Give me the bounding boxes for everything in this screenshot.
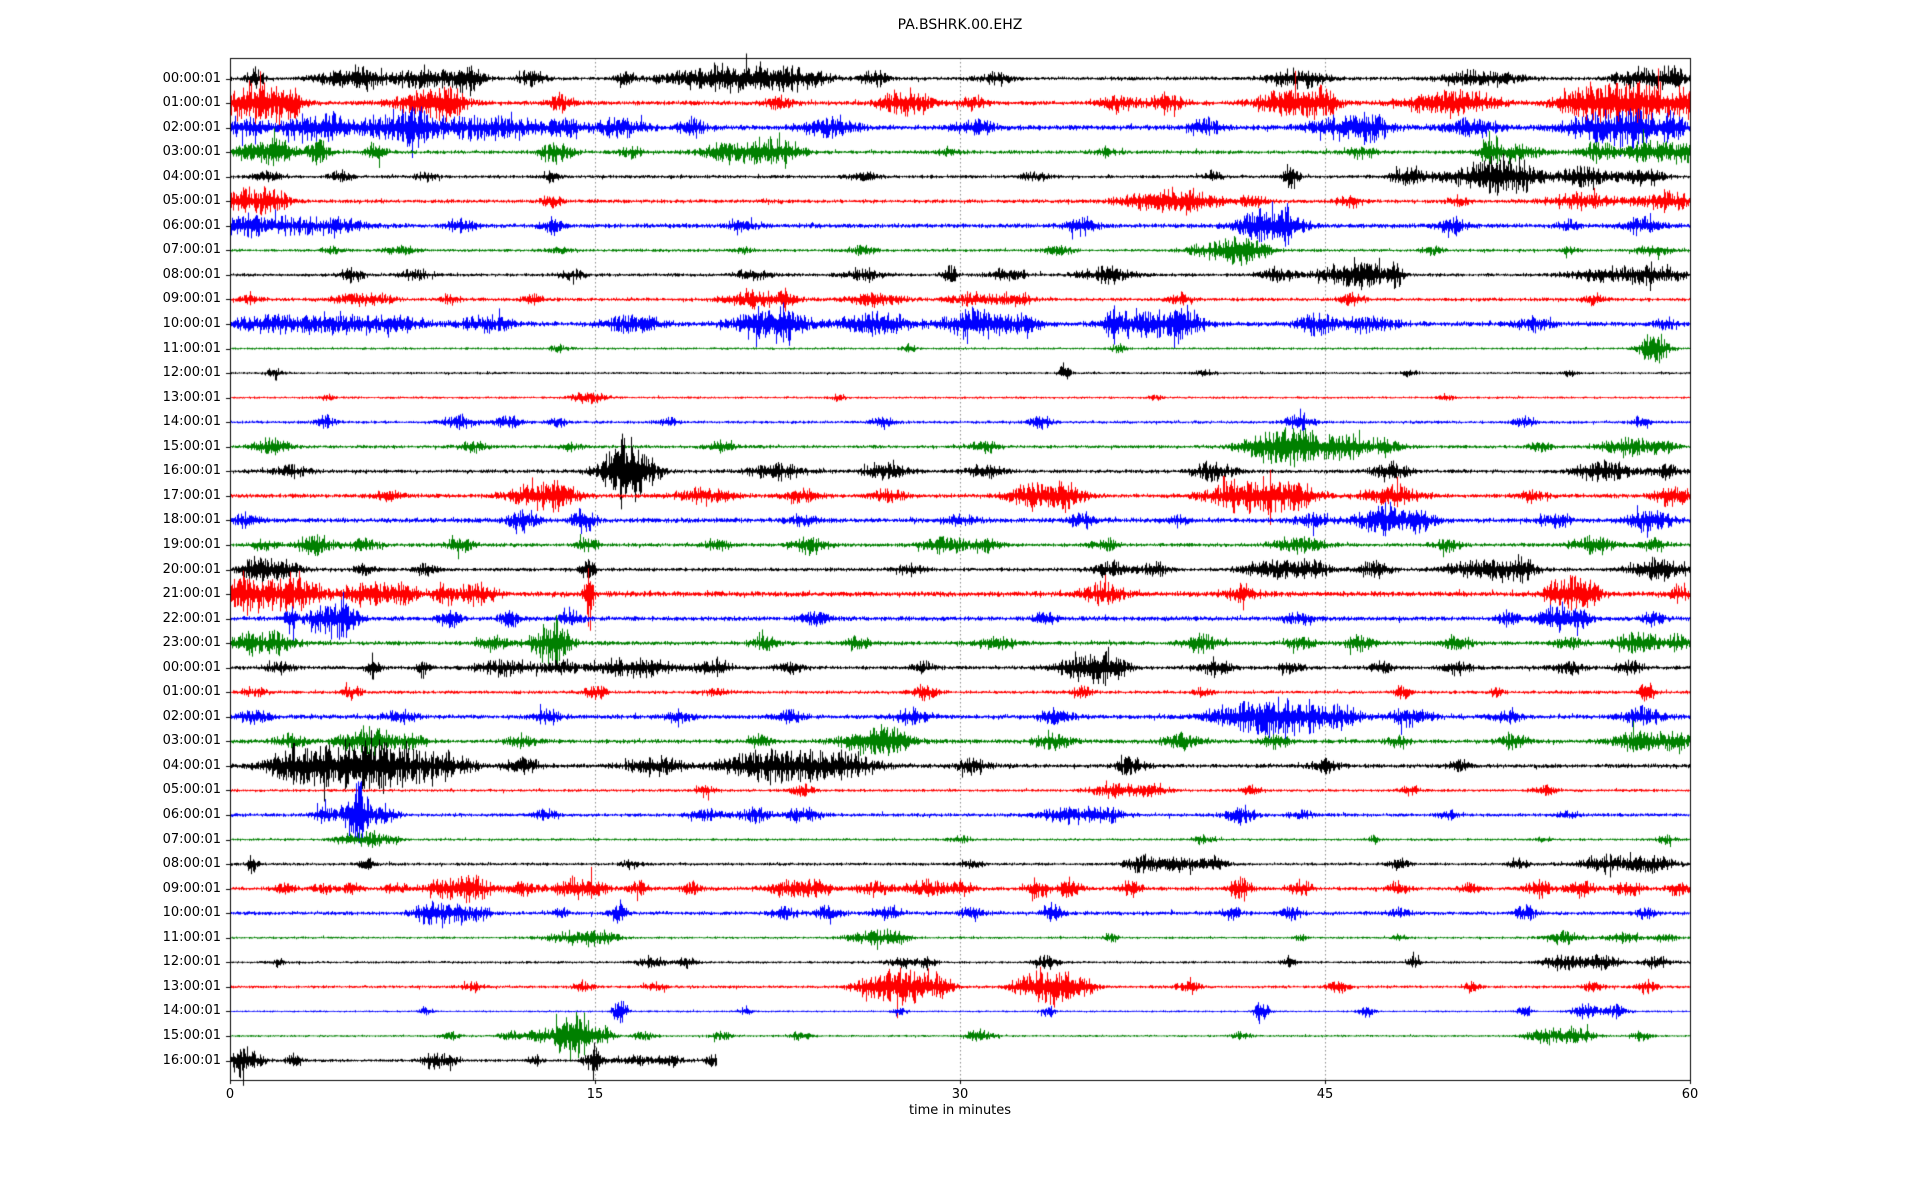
y-axis-tick-label: 17:00:01 — [162, 487, 221, 503]
y-axis-tick-label: 21:00:01 — [162, 586, 221, 602]
y-axis-tick-label: 04:00:01 — [162, 168, 221, 184]
y-axis-tick-label: 11:00:01 — [162, 340, 221, 356]
y-axis-tick-label: 22:00:01 — [162, 610, 221, 626]
y-axis-tick-label: 16:00:01 — [162, 463, 221, 479]
y-axis-tick-label: 06:00:01 — [162, 217, 221, 233]
y-axis-tick-label: 15:00:01 — [162, 438, 221, 454]
y-axis-tick-label: 08:00:01 — [162, 856, 221, 872]
y-axis-tick-label: 12:00:01 — [162, 954, 221, 970]
y-axis-tick-label: 09:00:01 — [162, 880, 221, 896]
x-axis-tick-label: 30 — [951, 1087, 969, 1102]
y-axis-tick-label: 18:00:01 — [162, 512, 221, 528]
y-axis-tick-label: 10:00:01 — [162, 316, 221, 331]
y-axis-tick-label: 01:00:01 — [162, 684, 221, 700]
y-axis-tick-label: 06:00:01 — [162, 807, 221, 822]
y-axis-tick-label: 01:00:01 — [162, 95, 221, 111]
y-axis-tick-label: 00:00:01 — [162, 70, 221, 86]
y-axis-tick-label: 02:00:01 — [162, 119, 221, 135]
y-axis-tick-label: 07:00:01 — [162, 242, 221, 258]
y-axis-tick-label: 13:00:01 — [162, 978, 221, 994]
y-axis-tick-label: 23:00:01 — [162, 635, 221, 651]
y-axis-tick-label: 20:00:01 — [162, 561, 221, 577]
y-axis-tick-label: 11:00:01 — [162, 929, 221, 945]
y-axis-tick-label: 07:00:01 — [162, 831, 221, 847]
y-axis-tick-label: 10:00:01 — [162, 905, 221, 921]
y-axis-tick-label: 02:00:01 — [162, 708, 221, 724]
x-axis-tick-label: 60 — [1681, 1087, 1699, 1102]
y-axis-tick-label: 19:00:01 — [162, 536, 221, 552]
y-axis-tick-label: 03:00:01 — [162, 144, 221, 160]
y-axis-tick-label: 16:00:01 — [162, 1052, 221, 1068]
x-axis-title: time in minutes — [908, 1103, 1012, 1118]
x-axis-tick-label: 15 — [586, 1087, 604, 1102]
y-axis-tick-label: 12:00:01 — [162, 365, 221, 381]
y-axis-tick-label: 14:00:01 — [162, 1003, 221, 1019]
y-axis-tick-label: 04:00:01 — [162, 757, 221, 773]
y-axis-tick-label: 05:00:01 — [162, 193, 221, 209]
x-axis-tick-label: 0 — [225, 1087, 235, 1102]
x-axis-tick-label: 45 — [1316, 1087, 1334, 1102]
y-axis-tick-label: 05:00:01 — [162, 782, 221, 798]
y-axis-tick-label: 15:00:01 — [162, 1027, 221, 1043]
y-axis-tick-label: 13:00:01 — [162, 389, 221, 405]
y-axis-tick-label: 09:00:01 — [162, 291, 221, 307]
y-axis-tick-label: 14:00:01 — [162, 414, 221, 430]
y-axis-tick-label: 03:00:01 — [162, 733, 221, 749]
y-axis-tick-label: 08:00:01 — [162, 266, 221, 282]
y-axis-tick-label: 00:00:01 — [162, 659, 221, 675]
